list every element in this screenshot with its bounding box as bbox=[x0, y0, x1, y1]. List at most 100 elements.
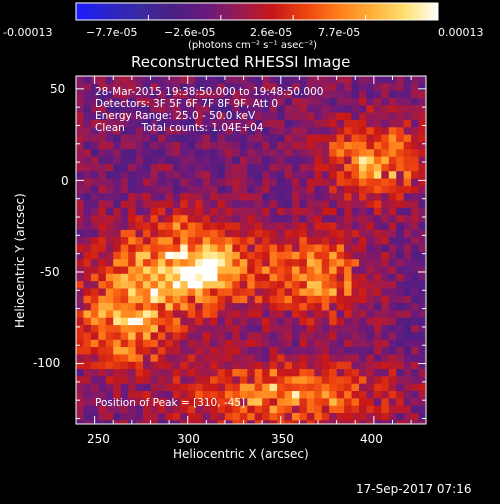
heatmap-cell bbox=[277, 97, 285, 106]
heatmap-cell bbox=[202, 244, 211, 253]
heatmap-cell bbox=[388, 200, 397, 209]
heatmap-cell bbox=[291, 83, 300, 92]
heatmap-cell bbox=[418, 405, 427, 414]
heatmap-cell bbox=[418, 369, 427, 377]
heatmap-cell bbox=[210, 222, 218, 231]
heatmap-cell bbox=[336, 149, 345, 157]
heatmap-cell bbox=[306, 398, 315, 407]
heatmap-cell bbox=[418, 281, 427, 289]
heatmap-cell bbox=[351, 281, 360, 289]
heatmap-cell bbox=[105, 237, 114, 245]
heatmap-cell bbox=[210, 339, 218, 348]
heatmap-cell bbox=[157, 405, 166, 414]
heatmap-cell bbox=[202, 200, 211, 209]
heatmap-cell bbox=[411, 273, 419, 282]
heatmap-cell bbox=[195, 273, 203, 282]
heatmap-cell bbox=[284, 97, 293, 106]
heatmap-cell bbox=[284, 251, 293, 260]
heatmap-cell bbox=[172, 76, 181, 84]
heatmap-cell bbox=[418, 310, 427, 319]
heatmap-cell bbox=[157, 193, 166, 201]
heatmap-cell bbox=[105, 398, 114, 407]
heatmap-cell bbox=[128, 398, 136, 407]
heatmap-cell bbox=[90, 156, 99, 165]
heatmap-cell bbox=[344, 237, 352, 245]
heatmap-cell bbox=[388, 105, 397, 114]
heatmap-cell bbox=[418, 339, 427, 348]
heatmap-cell bbox=[232, 207, 241, 216]
heatmap-cell bbox=[411, 215, 419, 223]
heatmap-cell bbox=[358, 391, 367, 399]
heatmap-cell bbox=[239, 90, 248, 99]
heatmap-cell bbox=[403, 383, 412, 392]
heatmap-cell bbox=[351, 237, 360, 245]
heatmap-cell bbox=[210, 149, 218, 157]
heatmap-cell bbox=[98, 303, 107, 311]
heatmap-cell bbox=[195, 178, 203, 187]
heatmap-cell bbox=[150, 193, 159, 201]
heatmap-cell bbox=[98, 420, 107, 425]
heatmap-cell bbox=[128, 310, 136, 319]
heatmap-cell bbox=[403, 332, 412, 341]
heatmap-cell bbox=[344, 332, 352, 341]
heatmap-cell bbox=[232, 310, 241, 319]
heatmap-cell bbox=[321, 90, 330, 99]
heatmap-cell bbox=[321, 229, 330, 238]
heatmap-cell bbox=[76, 90, 84, 99]
heatmap-cell bbox=[418, 156, 427, 165]
heatmap-cell bbox=[388, 332, 397, 341]
heatmap-cell bbox=[321, 361, 330, 370]
heatmap-cell bbox=[232, 273, 241, 282]
heatmap-cell bbox=[351, 376, 360, 385]
heatmap-cell bbox=[83, 303, 92, 311]
heatmap-cell bbox=[210, 295, 218, 304]
heatmap-cell bbox=[306, 259, 315, 267]
heatmap-cell bbox=[98, 229, 107, 238]
heatmap-cell bbox=[247, 317, 256, 326]
heatmap-cell bbox=[403, 317, 412, 326]
heatmap-cell bbox=[247, 237, 256, 245]
heatmap-cell bbox=[381, 229, 390, 238]
heatmap-cell bbox=[120, 163, 129, 172]
heatmap-cell bbox=[366, 273, 375, 282]
heatmap-cell bbox=[224, 295, 233, 304]
overlay-energy-range: Energy Range: 25.0 - 50.0 keV bbox=[95, 110, 256, 122]
heatmap-cell bbox=[247, 251, 256, 260]
heatmap-cell bbox=[210, 413, 218, 421]
heatmap-cell bbox=[373, 141, 382, 150]
heatmap-cell bbox=[120, 97, 129, 106]
heatmap-cell bbox=[291, 369, 300, 377]
heatmap-cell bbox=[143, 229, 151, 238]
heatmap-cell bbox=[344, 97, 352, 106]
heatmap-cell bbox=[76, 112, 84, 121]
heatmap-cell bbox=[128, 134, 136, 143]
heatmap-cell bbox=[76, 398, 84, 407]
heatmap-cell bbox=[128, 105, 136, 114]
heatmap-cell bbox=[202, 127, 211, 136]
heatmap-cell bbox=[105, 207, 114, 216]
heatmap-cell bbox=[150, 244, 159, 253]
heatmap-cell bbox=[373, 215, 382, 223]
plot-frame bbox=[75, 75, 427, 425]
heatmap-cell bbox=[314, 281, 323, 289]
heatmap-cell bbox=[306, 200, 315, 209]
heatmap-cell bbox=[254, 105, 263, 114]
heatmap-cell bbox=[329, 222, 338, 231]
heatmap-cell bbox=[284, 229, 293, 238]
heatmap-cell bbox=[98, 310, 107, 319]
heatmap-cell bbox=[306, 90, 315, 99]
heatmap-cell bbox=[210, 134, 218, 143]
heatmap-cell bbox=[336, 317, 345, 326]
heatmap-cell bbox=[120, 273, 129, 282]
heatmap-cell bbox=[403, 398, 412, 407]
heatmap-cell bbox=[284, 156, 293, 165]
heatmap-cell bbox=[269, 391, 278, 399]
heatmap-cell bbox=[277, 105, 285, 114]
heatmap-cell bbox=[157, 251, 166, 260]
heatmap-cell bbox=[128, 383, 136, 392]
heatmap-cell bbox=[165, 83, 174, 92]
heatmap-cell bbox=[247, 347, 256, 355]
heatmap-cell bbox=[366, 207, 375, 216]
heatmap-cell bbox=[344, 76, 352, 84]
heatmap-cell bbox=[239, 295, 248, 304]
